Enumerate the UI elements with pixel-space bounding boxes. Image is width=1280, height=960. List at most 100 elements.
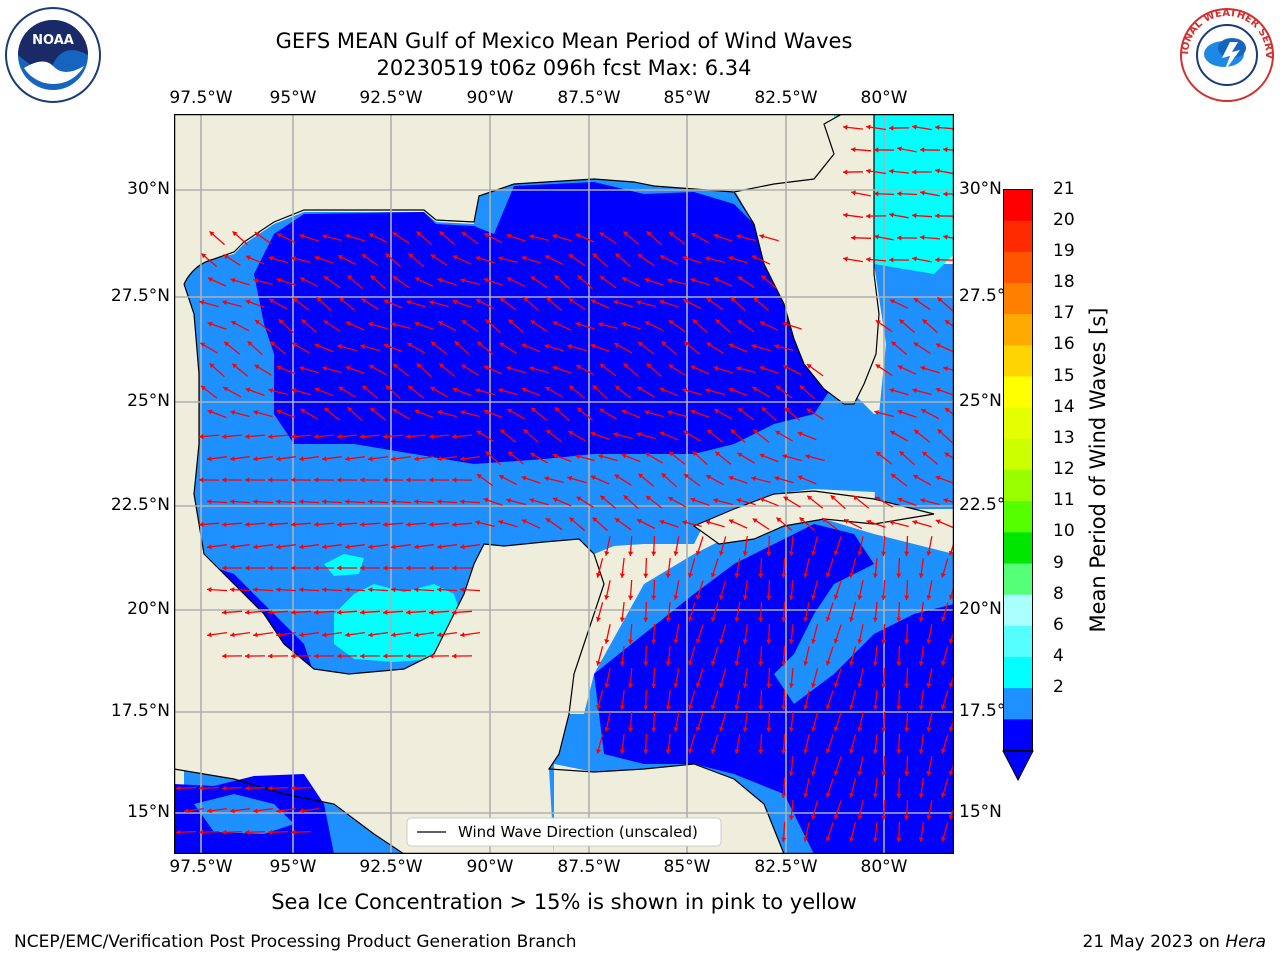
wind-wave-arrowhead <box>881 595 887 600</box>
wind-wave-arrowhead <box>825 660 831 666</box>
wind-wave-arrowhead <box>429 477 434 483</box>
wind-wave-arrowhead <box>207 277 213 282</box>
wind-wave-arrowhead <box>223 387 229 392</box>
wind-wave-arrowhead <box>710 660 716 666</box>
wind-wave-arrowhead <box>803 793 809 798</box>
wind-wave-arrowhead <box>737 276 743 281</box>
wind-wave-arrowhead <box>713 277 719 282</box>
wind-wave-arrowhead <box>316 297 322 303</box>
wind-wave-arrowhead <box>825 572 831 578</box>
wind-wave-arrowhead <box>345 321 351 327</box>
wind-wave-arrowhead <box>276 499 281 505</box>
nws-logo: NATIONAL WEATHER SERVICE <box>1178 6 1274 102</box>
wind-wave-arrowhead <box>207 587 212 593</box>
wind-wave-arrowhead <box>806 364 812 369</box>
wind-wave-arrowhead <box>948 638 954 644</box>
wind-wave-arrowhead <box>406 433 411 440</box>
wind-wave-arrowhead <box>429 653 434 659</box>
wind-wave-arrowhead <box>849 792 855 798</box>
wind-wave-arrows <box>175 124 954 843</box>
wind-wave-arrowhead <box>781 573 787 578</box>
wind-wave-arrowhead <box>644 410 650 415</box>
wind-wave-arrowhead <box>912 124 917 130</box>
wind-wave-arrowhead <box>742 683 748 688</box>
coastline <box>174 114 935 854</box>
colorbar-tick-label: 15 <box>1053 365 1075 386</box>
wind-wave-arrowhead <box>684 474 689 479</box>
wind-wave-arrowhead <box>734 617 740 622</box>
wind-wave-arrowhead <box>222 565 227 571</box>
wind-wave-arrowhead <box>314 565 319 571</box>
wind-wave-arrowhead <box>360 344 366 350</box>
wind-wave-arrowhead <box>345 544 350 550</box>
colorbar-tick-label: 6 <box>1053 614 1064 635</box>
wind-wave-arrowhead <box>270 341 276 347</box>
wind-wave-arrowhead <box>728 387 734 393</box>
wind-wave-arrowhead <box>912 169 917 175</box>
florida-land <box>734 114 879 404</box>
wind-wave-arrowhead <box>245 477 250 483</box>
wind-wave-arrowhead <box>889 212 894 218</box>
wind-wave-arrowhead <box>291 565 296 571</box>
wind-wave-arrowhead <box>368 544 373 550</box>
wind-wave-arrowhead <box>575 321 581 327</box>
wind-wave-arrowhead <box>797 475 803 481</box>
wind-wave-arrowhead <box>506 233 512 239</box>
wind-wave-arrowhead <box>897 497 903 503</box>
wind-wave-arrowhead <box>201 253 207 259</box>
wind-wave-arrowhead <box>268 653 273 659</box>
wind-wave-arrowhead <box>245 829 250 835</box>
wind-wave-arrowhead <box>665 705 671 710</box>
colorbar-segment <box>1003 251 1033 284</box>
wind-wave-arrowhead <box>245 255 251 261</box>
wind-wave-arrowhead <box>913 342 919 347</box>
wind-wave-arrowhead <box>891 341 897 347</box>
lat-label-right: 20°N <box>959 599 1002 619</box>
wind-wave-arrowhead <box>849 616 855 622</box>
colorbar-tick-label: 4 <box>1053 646 1064 666</box>
wind-wave-arrowhead <box>948 814 954 820</box>
wind-wave-arrowhead <box>385 385 391 391</box>
wind-wave-arrowhead <box>370 407 376 413</box>
wind-wave-arrowhead <box>613 432 619 438</box>
wind-wave-arrowhead <box>268 388 274 394</box>
wind-wave-arrowhead <box>849 748 855 754</box>
wind-wave-arrowhead <box>623 231 629 237</box>
wind-wave-arrowhead <box>199 477 204 483</box>
wind-wave-arrowhead <box>904 639 910 644</box>
wind-wave-arrowhead <box>637 386 643 392</box>
wind-wave-arrowhead <box>920 190 925 196</box>
wind-wave-arrowhead <box>881 639 887 644</box>
wind-wave-arrowhead <box>811 550 816 556</box>
wind-wave-arrowhead <box>683 299 689 304</box>
wind-wave-arrowhead <box>940 660 946 666</box>
wind-wave-arrowhead <box>935 213 940 219</box>
wind-wave-arrowhead <box>207 499 212 505</box>
colorbar-tick-label: 18 <box>1053 272 1075 292</box>
colorbar-segment <box>1003 625 1033 658</box>
wind-wave-arrowhead <box>268 609 273 615</box>
wind-wave-arrowhead <box>857 683 863 688</box>
wind-wave-arrowhead <box>291 388 297 393</box>
wind-wave-arrowhead <box>690 497 696 503</box>
wind-wave-arrowhead <box>383 565 388 571</box>
wind-wave-arrowhead <box>889 168 894 174</box>
wind-wave-arrowhead <box>872 705 878 710</box>
wind-wave-arrowhead <box>766 639 772 644</box>
wind-wave-arrowhead <box>245 565 250 571</box>
wind-wave-arrowhead <box>776 517 782 523</box>
lon-label-bottom: 95°W <box>269 857 317 877</box>
wind-wave-arrowhead <box>628 639 634 644</box>
wind-wave-arrowhead <box>644 277 650 283</box>
wind-wave-arrowhead <box>530 320 536 325</box>
wind-wave-arrowhead <box>849 704 855 710</box>
wind-wave-arrowhead <box>912 256 917 262</box>
wind-wave-arrowhead <box>277 233 282 238</box>
wind-wave-arrowhead <box>437 544 442 550</box>
wind-wave-arrowhead <box>452 653 457 659</box>
wind-wave-arrowhead <box>475 388 481 393</box>
wind-wave-arrowhead <box>360 477 365 483</box>
wind-wave-arrowhead <box>368 632 373 638</box>
wind-wave-arrowhead <box>728 343 734 349</box>
wind-wave-arrowhead <box>742 639 748 644</box>
